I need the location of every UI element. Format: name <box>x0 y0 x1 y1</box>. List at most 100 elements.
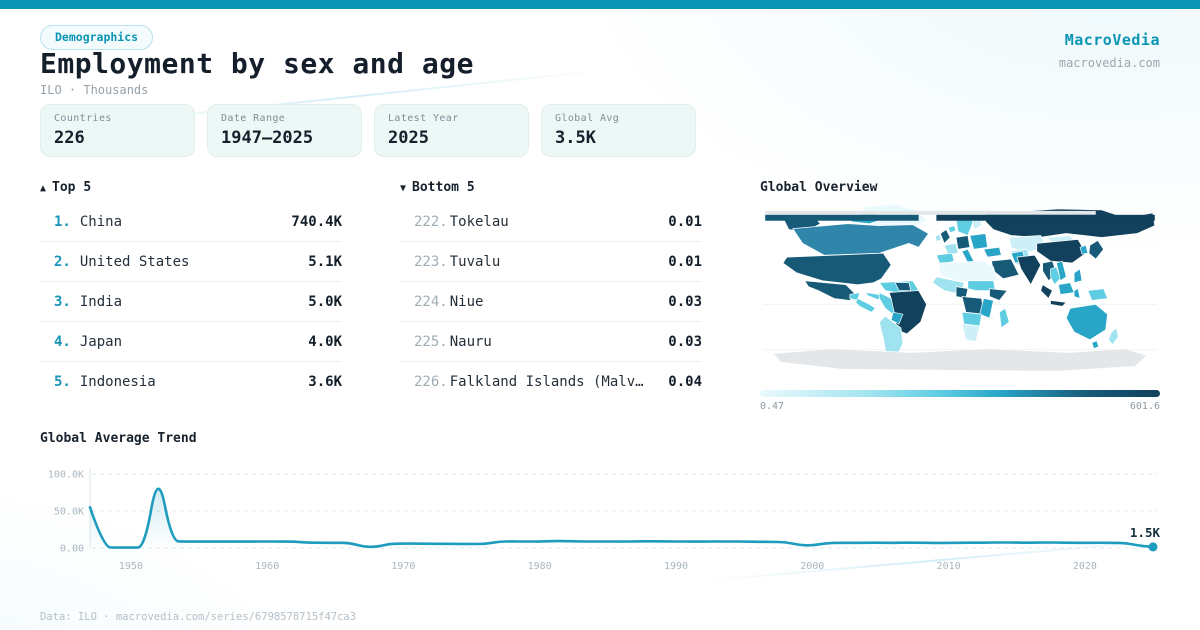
map-region-new_zealand <box>1108 327 1119 346</box>
bottom5-header: ▼ Bottom 5 <box>400 180 702 202</box>
x-tick-label: 1960 <box>255 561 279 572</box>
triangle-down-icon: ▼ <box>400 183 407 194</box>
country-value: 3.6K <box>308 374 342 390</box>
rank: 225. <box>414 333 448 350</box>
map-region-australia <box>1065 304 1108 341</box>
list-item: 4. Japan 4.0K <box>40 322 342 362</box>
map-region-madagascar <box>999 307 1010 329</box>
map-region-sumatra <box>1040 284 1053 299</box>
stat-card-date-range: Date Range 1947—2025 <box>207 104 362 157</box>
map-region-sahel <box>967 280 996 291</box>
map-region-new_guinea <box>1087 288 1108 301</box>
top-accent-bar <box>0 0 1200 9</box>
source-attribution: Data: ILO · macrovedia.com/series/679857… <box>40 611 357 623</box>
stat-value: 2025 <box>388 128 429 148</box>
x-tick-label: 1950 <box>119 561 143 572</box>
rank: 4. <box>54 333 71 350</box>
trend-chart: 0.00 50.0K 100.0K 1950 1960 1970 1980 1990 2000 2… <box>48 468 1161 572</box>
legend-max: 601.6 <box>1129 401 1160 412</box>
rank: 1. <box>54 213 71 230</box>
stat-card-latest-year: Latest Year 2025 <box>374 104 529 157</box>
map-region-peru <box>878 292 896 317</box>
map-region-tasmania <box>1091 340 1100 349</box>
brand-name: MacroVedia <box>1064 31 1160 49</box>
country-value: 0.01 <box>668 253 702 270</box>
country-value: 740.4K <box>291 213 342 230</box>
x-tick-label: 1970 <box>391 561 415 572</box>
top5-header-label: Top 5 <box>52 180 92 195</box>
country-name: Nauru <box>449 333 492 350</box>
country-name: Falkland Islands (Malv… <box>449 374 644 390</box>
map-title: Global Overview <box>760 180 878 195</box>
trend-end-dot <box>1148 542 1158 552</box>
legend-min: 0.47 <box>760 401 785 412</box>
trend-end-label: 1.5K <box>1130 525 1161 540</box>
rank: 226. <box>414 374 448 390</box>
rank: 224. <box>414 293 448 310</box>
map-region-vietnam <box>1056 260 1067 282</box>
stat-cards: Countries 226 Date Range 1947—2025 Lates… <box>40 104 696 157</box>
rank: 2. <box>54 253 71 270</box>
list-item: 3. India 5.0K <box>40 282 342 322</box>
map-region-canada <box>792 223 929 256</box>
page-title: Employment by sex and age <box>40 47 474 80</box>
rank: 223. <box>414 253 448 270</box>
map-region-borneo <box>1058 282 1075 295</box>
map-region-uk <box>939 229 951 244</box>
stat-label: Global Avg <box>555 113 620 124</box>
map-region-eastern_europe <box>969 233 988 250</box>
map-region-japan <box>1088 240 1104 260</box>
bottom5-header-label: Bottom 5 <box>412 180 475 195</box>
category-badge: Demographics <box>40 25 154 50</box>
stat-label: Countries <box>54 113 112 124</box>
country-value: 5.0K <box>308 293 342 310</box>
x-tick-label: 2010 <box>937 561 961 572</box>
map-region-arctic_east <box>936 214 1155 221</box>
map-region-east_africa <box>979 298 994 319</box>
map-region-horn <box>989 288 1008 301</box>
rank: 5. <box>54 374 71 390</box>
map-region-thailand <box>1050 266 1061 286</box>
country-value: 0.01 <box>668 213 702 230</box>
stat-card-global-avg: Global Avg 3.5K <box>541 104 696 157</box>
map-region-angola <box>961 311 982 327</box>
stat-value: 1947—2025 <box>221 128 314 148</box>
map-region-antarctica <box>772 348 1148 372</box>
list-item: 2. United States 5.1K <box>40 242 342 282</box>
country-value: 0.03 <box>668 333 702 350</box>
country-value: 4.0K <box>308 333 342 350</box>
map-region-turkey <box>983 246 1002 258</box>
map-region-arctic_west <box>765 214 919 221</box>
list-item: 223. Tuvalu 0.01 <box>400 242 702 282</box>
stat-label: Date Range <box>221 113 286 124</box>
list-item: 225. Nauru 0.03 <box>400 322 702 362</box>
list-item: 222. Tokelau 0.01 <box>400 202 702 242</box>
y-tick-label: 100.0K <box>48 470 84 481</box>
country-value: 5.1K <box>308 253 342 270</box>
brand-domain: macrovedia.com <box>1058 56 1160 70</box>
list-item: 226. Falkland Islands (Malv… 0.04 <box>400 362 702 402</box>
trend-title: Global Average Trend <box>40 431 197 446</box>
map-region-sulawesi <box>1073 288 1081 299</box>
country-value: 0.03 <box>668 293 702 310</box>
map-region-java <box>1050 300 1067 307</box>
map-legend-labels: 0.47 601.6 <box>760 401 1160 412</box>
rank: 222. <box>414 213 448 230</box>
x-tick-label: 1990 <box>664 561 688 572</box>
rank: 3. <box>54 293 71 310</box>
map-region-venezuela <box>894 282 912 291</box>
triangle-up-icon: ▲ <box>40 183 47 194</box>
country-name: Tuvalu <box>449 253 501 270</box>
map-region-iceland <box>947 225 957 233</box>
bottom5-list: ▼ Bottom 5 222. Tokelau 0.01 223. Tuvalu 0.01… <box>400 180 702 402</box>
map-region-ireland <box>935 234 942 242</box>
stat-value: 3.5K <box>555 128 596 148</box>
list-item: 5. Indonesia 3.6K <box>40 362 342 402</box>
country-name: United States <box>79 253 190 270</box>
country-value: 0.04 <box>668 374 702 390</box>
list-item: 224. Niue 0.03 <box>400 282 702 322</box>
map-region-korea <box>1079 244 1089 255</box>
y-tick-label: 0.00 <box>60 544 84 555</box>
country-name: China <box>79 213 123 230</box>
trend-line <box>88 487 1155 549</box>
